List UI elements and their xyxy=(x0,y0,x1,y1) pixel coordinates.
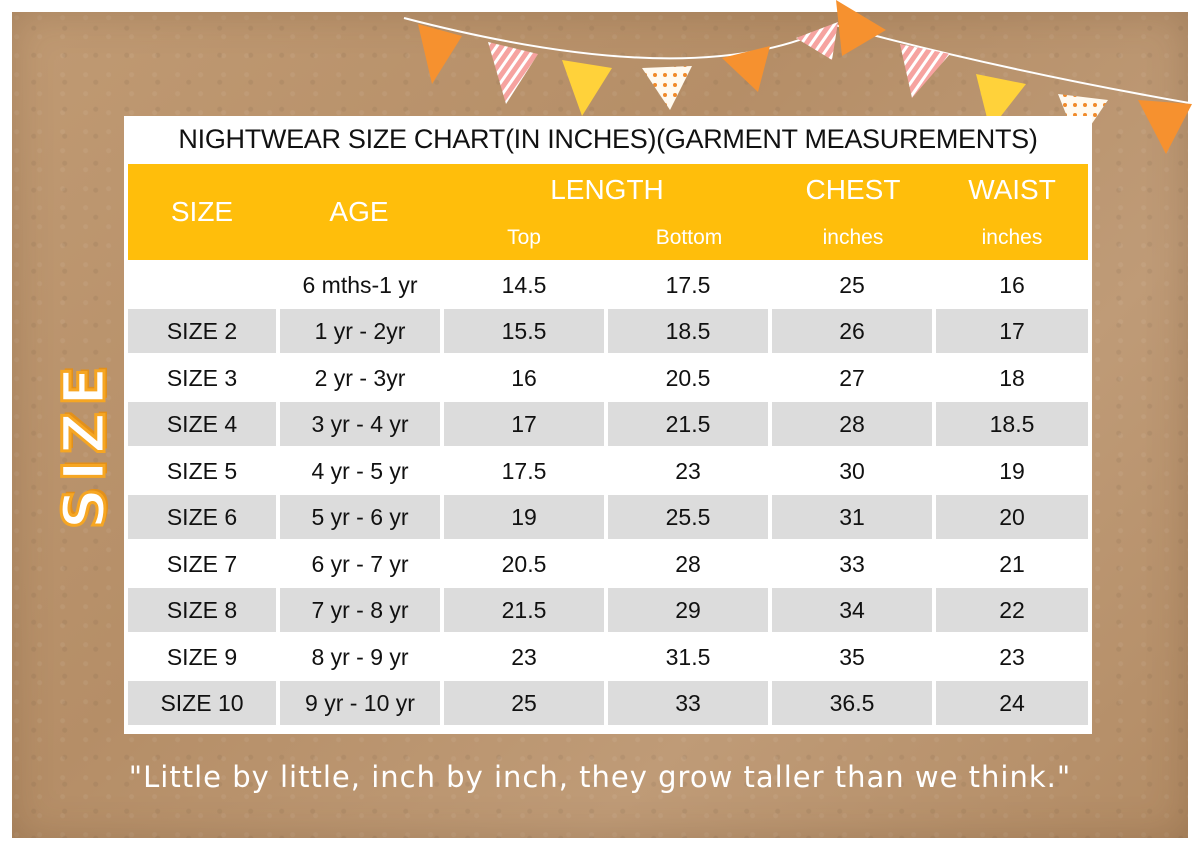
cell-size: SIZE 2 xyxy=(128,309,276,353)
table-row: 6 mths-1 yr 14.5 17.5 25 16 xyxy=(128,263,1088,307)
table-row: SIZE 6 5 yr - 6 yr 19 25.5 31 20 xyxy=(128,495,1088,539)
cell-size xyxy=(128,263,276,307)
cell-waist: 23 xyxy=(999,644,1025,670)
cell-chest: 28 xyxy=(772,402,932,446)
cell-age: 8 yr - 9 yr xyxy=(311,644,409,670)
cell-age: 9 yr - 10 yr xyxy=(280,681,440,725)
table-row: SIZE 10 9 yr - 10 yr 25 33 36.5 24 xyxy=(128,681,1088,725)
cell-size: SIZE 8 xyxy=(128,588,276,632)
header-waist: WAIST xyxy=(968,174,1056,205)
header-length: LENGTH xyxy=(550,174,664,205)
header-waist-unit: inches xyxy=(981,226,1043,249)
chart-title: NIGHTWEAR SIZE CHART(IN INCHES)(GARMENT … xyxy=(178,124,1038,154)
cell-waist: 19 xyxy=(999,458,1025,484)
cell-top: 25 xyxy=(444,681,604,725)
cell-size: SIZE 10 xyxy=(128,681,276,725)
side-title: SIZE CHART xyxy=(49,320,190,571)
quote-text: "Little by little, inch by inch, they gr… xyxy=(128,760,1072,794)
table-row: SIZE 9 8 yr - 9 yr 23 31.5 35 23 xyxy=(128,635,1088,679)
cell-size: SIZE 4 xyxy=(128,402,276,446)
cell-waist: 20 xyxy=(936,495,1088,539)
cell-top: 21.5 xyxy=(444,588,604,632)
cell-chest: 31 xyxy=(772,495,932,539)
table-row: SIZE 8 7 yr - 8 yr 21.5 29 34 22 xyxy=(128,588,1088,632)
header-size: SIZE xyxy=(170,196,234,227)
cell-waist: 17 xyxy=(936,309,1088,353)
cell-waist: 21 xyxy=(999,551,1025,577)
table-row: SIZE 7 6 yr - 7 yr 20.5 28 33 21 xyxy=(128,542,1088,586)
cell-chest: 33 xyxy=(839,551,865,577)
cell-bottom: 29 xyxy=(608,588,768,632)
cell-age: 3 yr - 4 yr xyxy=(280,402,440,446)
table-header: SIZE AGE LENGTH Top Bottom CHEST inches … xyxy=(128,164,1088,260)
cell-waist: 22 xyxy=(936,588,1088,632)
header-bottom: Bottom xyxy=(655,226,723,249)
cell-age: 6 yr - 7 yr xyxy=(311,551,409,577)
cell-bottom: 20.5 xyxy=(665,365,711,391)
size-chart-card: NIGHTWEAR SIZE CHART(IN INCHES)(GARMENT … xyxy=(124,116,1092,734)
cell-chest: 35 xyxy=(839,644,865,670)
cell-waist: 18 xyxy=(999,365,1025,391)
table-row: SIZE 3 2 yr - 3yr 16 20.5 27 18 xyxy=(128,356,1088,400)
cell-chest: 30 xyxy=(839,458,865,484)
cell-bottom: 31.5 xyxy=(665,644,711,670)
cell-waist: 16 xyxy=(999,272,1025,298)
cell-top: 17.5 xyxy=(501,458,547,484)
cell-top: 23 xyxy=(511,644,537,670)
cell-chest: 34 xyxy=(772,588,932,632)
cell-age: 2 yr - 3yr xyxy=(314,365,406,391)
cell-chest: 25 xyxy=(839,272,865,298)
cell-top: 17 xyxy=(444,402,604,446)
cell-top: 15.5 xyxy=(444,309,604,353)
cell-chest: 36.5 xyxy=(772,681,932,725)
cell-bottom: 25.5 xyxy=(608,495,768,539)
cell-size: SIZE 7 xyxy=(166,551,238,577)
cell-age: 5 yr - 6 yr xyxy=(280,495,440,539)
cell-age: 1 yr - 2yr xyxy=(280,309,440,353)
cell-bottom: 23 xyxy=(675,458,701,484)
header-chest-unit: inches xyxy=(822,226,884,249)
cell-age: 6 mths-1 yr xyxy=(302,272,418,298)
cell-waist: 24 xyxy=(936,681,1088,725)
table-row: SIZE 5 4 yr - 5 yr 17.5 23 30 19 xyxy=(128,449,1088,493)
cell-top: 16 xyxy=(511,365,537,391)
cell-age: 7 yr - 8 yr xyxy=(280,588,440,632)
cell-bottom: 18.5 xyxy=(608,309,768,353)
cell-top: 19 xyxy=(444,495,604,539)
cell-bottom: 21.5 xyxy=(608,402,768,446)
cell-waist: 18.5 xyxy=(936,402,1088,446)
cell-size: SIZE 5 xyxy=(166,458,238,484)
cell-chest: 27 xyxy=(839,365,865,391)
header-age: AGE xyxy=(329,196,389,227)
header-top: Top xyxy=(507,226,541,249)
cell-size: SIZE 9 xyxy=(166,644,238,670)
cell-top: 14.5 xyxy=(501,272,547,298)
table-row: SIZE 4 3 yr - 4 yr 17 21.5 28 18.5 xyxy=(128,402,1088,446)
cell-bottom: 28 xyxy=(675,551,701,577)
cell-bottom: 33 xyxy=(608,681,768,725)
cell-size: SIZE 6 xyxy=(128,495,276,539)
header-chest: CHEST xyxy=(805,174,901,205)
table-row: SIZE 2 1 yr - 2yr 15.5 18.5 26 17 xyxy=(128,309,1088,353)
cell-age: 4 yr - 5 yr xyxy=(311,458,409,484)
bunting-decoration xyxy=(403,0,1196,154)
cell-bottom: 17.5 xyxy=(665,272,711,298)
cell-top: 20.5 xyxy=(501,551,547,577)
cell-chest: 26 xyxy=(772,309,932,353)
cell-size: SIZE 3 xyxy=(166,365,238,391)
